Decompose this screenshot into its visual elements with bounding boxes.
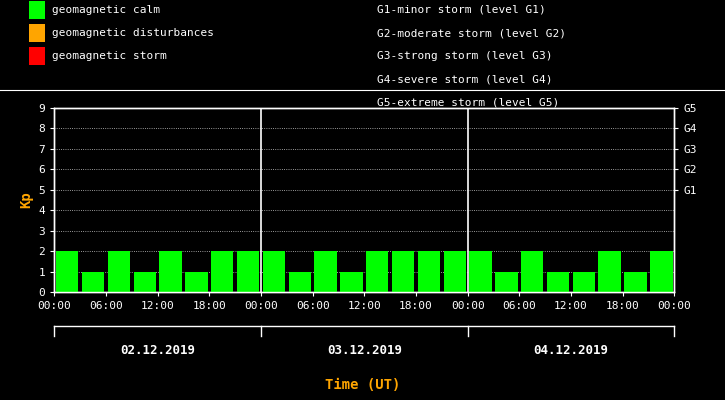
Bar [392,251,414,292]
Text: geomagnetic storm: geomagnetic storm [52,51,167,61]
Text: Time (UT): Time (UT) [325,378,400,392]
Text: geomagnetic disturbances: geomagnetic disturbances [52,28,214,38]
Text: G1-minor storm (level G1): G1-minor storm (level G1) [377,5,546,15]
Bar [650,251,673,292]
Bar [82,272,104,292]
Text: 04.12.2019: 04.12.2019 [534,344,608,357]
Bar [624,272,647,292]
Y-axis label: Kp: Kp [19,192,33,208]
Text: 02.12.2019: 02.12.2019 [120,344,195,357]
Text: G3-strong storm (level G3): G3-strong storm (level G3) [377,51,552,61]
Text: G5-extreme storm (level G5): G5-extreme storm (level G5) [377,98,559,108]
Bar [289,272,311,292]
Bar [133,272,156,292]
Text: G4-severe storm (level G4): G4-severe storm (level G4) [377,74,552,85]
Bar [340,272,362,292]
Bar [108,251,130,292]
Bar [237,251,260,292]
Bar [366,251,389,292]
Bar [521,251,543,292]
Bar [547,272,569,292]
Bar [495,272,518,292]
Bar [315,251,336,292]
Text: G2-moderate storm (level G2): G2-moderate storm (level G2) [377,28,566,38]
Bar [444,251,466,292]
Bar [211,251,233,292]
Bar [599,251,621,292]
Bar [160,251,182,292]
Bar [262,251,285,292]
Bar [469,251,492,292]
Text: 03.12.2019: 03.12.2019 [327,344,402,357]
Bar [56,251,78,292]
Bar [185,272,207,292]
Text: geomagnetic calm: geomagnetic calm [52,5,160,15]
Bar [418,251,440,292]
Bar [573,272,595,292]
